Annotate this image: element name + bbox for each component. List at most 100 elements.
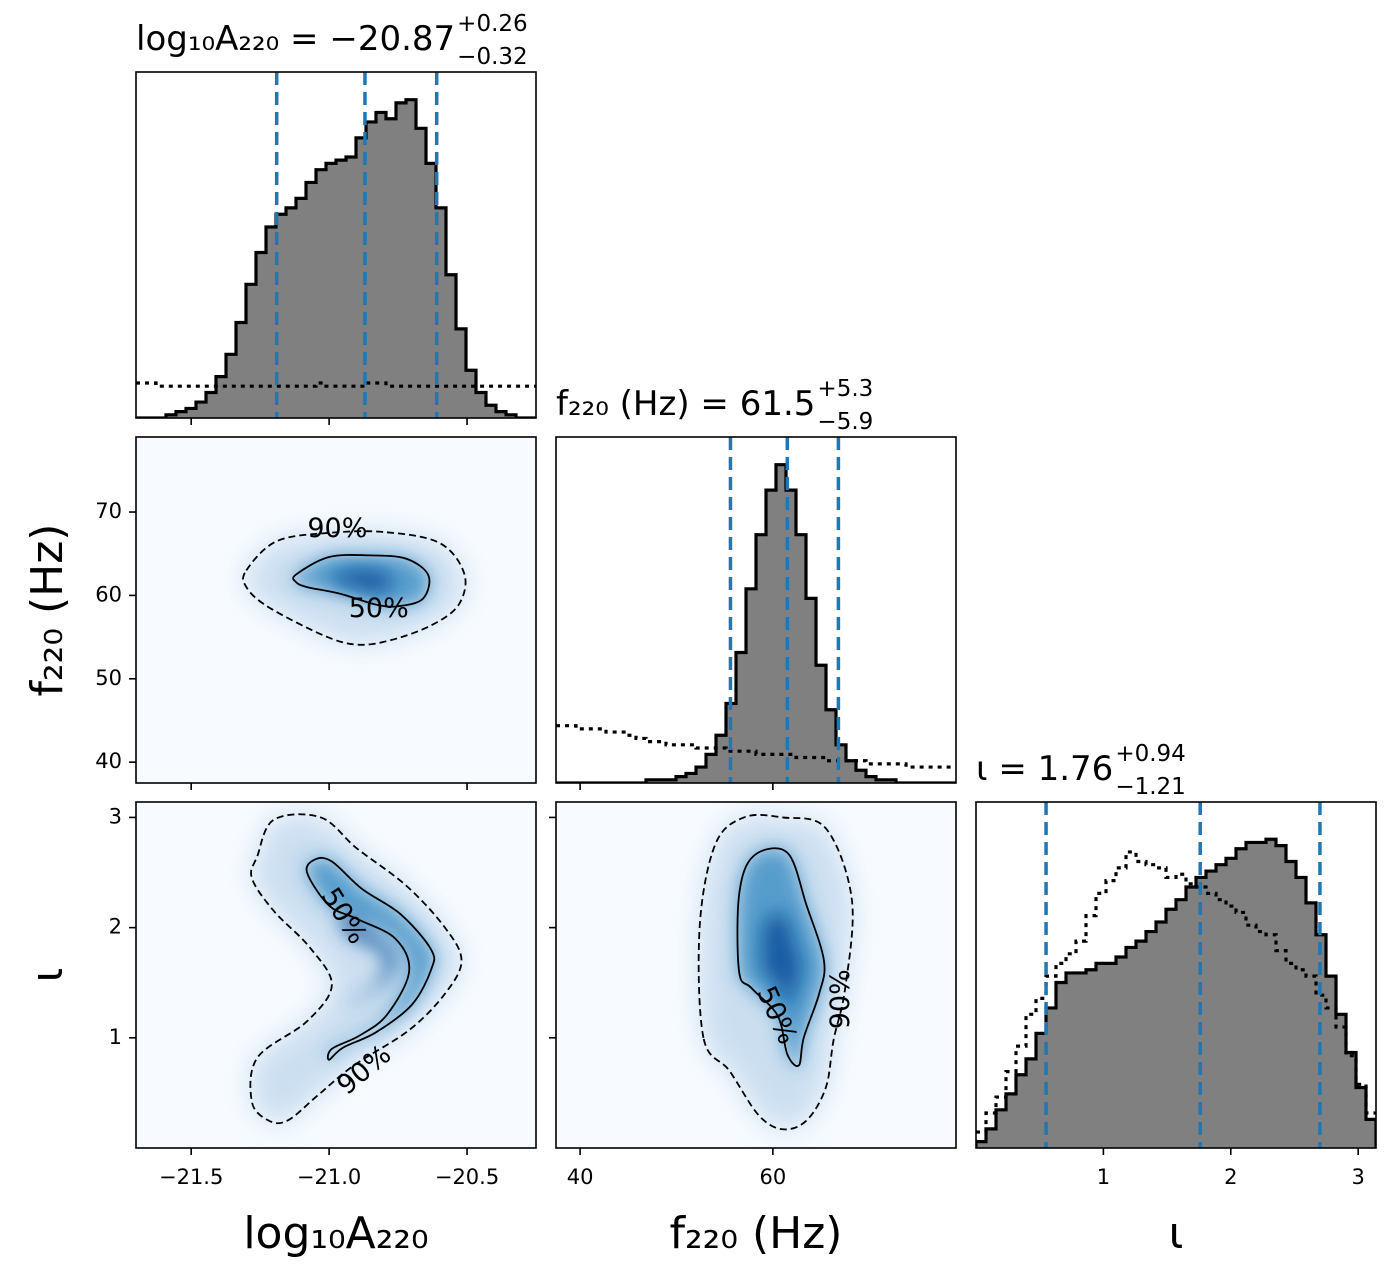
hist-panel-logA: log₁₀A₂₂₀ = −20.87 +0.26 −0.32 <box>135 11 537 425</box>
hist-inner <box>556 463 956 783</box>
y-tick-label: 60 <box>95 582 122 606</box>
hist-bar <box>996 1109 1007 1148</box>
hist-bar <box>1156 921 1167 1148</box>
hist-bar <box>1356 1087 1367 1148</box>
hist-bar <box>756 534 767 783</box>
y-axis-label-f220: f₂₂₀ (Hz) <box>22 524 73 697</box>
hist-bar <box>746 588 757 783</box>
hist-bar <box>1206 871 1217 1148</box>
hist-bar <box>866 776 877 783</box>
posterior-outline <box>136 98 536 418</box>
y-tick-label: 1 <box>109 1025 122 1049</box>
hist-bar <box>1226 858 1237 1148</box>
hist-bar <box>1326 976 1337 1148</box>
hist-bar <box>306 182 317 418</box>
hist-bar <box>366 121 377 418</box>
hist-bar <box>356 137 367 418</box>
hist-bar <box>826 709 837 783</box>
hist-bar <box>466 370 477 418</box>
hist-bar <box>1036 1033 1047 1148</box>
contour-50 <box>736 847 826 1067</box>
hist-bar <box>246 284 257 418</box>
title-lower-error: −0.32 <box>457 44 527 70</box>
hist-bar <box>1106 963 1117 1148</box>
y-tick-label: 2 <box>109 915 122 939</box>
density-panel-logA-f220: 90% 50% <box>129 436 537 790</box>
density-middle <box>306 857 435 1060</box>
panel-title-iota: ι = 1.76 <box>976 749 1113 789</box>
title-main: ι = 1.76 <box>976 749 1113 789</box>
hist-bar <box>386 118 397 418</box>
hist-bar <box>216 376 227 418</box>
hist-bar <box>1336 1014 1347 1148</box>
hist-bar <box>406 99 417 418</box>
contour-label: 50% <box>349 593 409 624</box>
hist-bar <box>276 214 287 418</box>
y-axis-label-iota: ι <box>22 968 73 983</box>
hist-bar <box>706 754 717 783</box>
hist-bar <box>1186 886 1197 1148</box>
hist-bar <box>696 767 707 783</box>
hist-bar <box>436 207 447 418</box>
contour-label: 90% <box>825 969 856 1029</box>
hist-bar <box>396 102 407 418</box>
hist-bar <box>1016 1074 1027 1148</box>
panel-frame <box>975 801 1377 1149</box>
hist-bar <box>266 227 277 418</box>
hist-bar <box>1236 848 1247 1148</box>
hist-bar <box>986 1128 997 1148</box>
x-tick-label: 1 <box>1097 1165 1110 1189</box>
y-tick-label: 40 <box>95 749 122 773</box>
title-lower-error: −1.21 <box>1115 774 1185 800</box>
hist-bar <box>1136 941 1147 1148</box>
hist-bar <box>716 735 727 783</box>
hist-bar <box>736 652 747 783</box>
hist-bar <box>806 598 817 783</box>
x-axis-label-logA: log₁₀A₂₂₀ <box>243 1208 428 1259</box>
density-inner <box>556 802 956 1148</box>
hist-bar <box>1316 934 1327 1148</box>
hist-inner <box>136 98 536 418</box>
hist-inner <box>976 837 1376 1148</box>
contour-90 <box>242 530 467 646</box>
hist-bar <box>676 776 687 783</box>
hist-bar <box>426 163 437 418</box>
density-core <box>330 569 392 593</box>
hist-panel-iota: ι = 1.76 +0.94 −1.21 <box>975 741 1377 1155</box>
hist-bar <box>256 252 267 418</box>
title-upper-error: +5.3 <box>817 376 873 402</box>
hist-bar <box>486 405 497 418</box>
hist-bar <box>186 408 197 418</box>
hist-bar <box>496 411 507 418</box>
y-tick-label: 3 <box>109 804 122 828</box>
x-tick-label: 40 <box>567 1165 594 1189</box>
hist-bar <box>1076 972 1087 1148</box>
title-main: f₂₂₀ (Hz) = 61.5 <box>556 384 815 424</box>
panel-frame <box>135 801 537 1149</box>
hist-bar <box>1056 982 1067 1148</box>
x-axis-label-iota: ι <box>1169 1208 1184 1259</box>
y-tick-label: 50 <box>95 666 122 690</box>
panel-frame <box>555 436 957 784</box>
hist-bar <box>1116 957 1127 1148</box>
hist-bar <box>1146 931 1157 1148</box>
contour-50 <box>305 856 436 1061</box>
hist-bar <box>1096 963 1107 1148</box>
x-tick-label: −20.5 <box>435 1165 499 1189</box>
hist-bar <box>1286 861 1297 1148</box>
hist-bar <box>476 392 487 418</box>
x-tick-label: 60 <box>760 1165 787 1189</box>
hist-bar <box>456 328 467 418</box>
hist-bar <box>1026 1058 1037 1148</box>
hist-bar <box>416 128 427 418</box>
hist-bar <box>296 198 307 418</box>
hist-bar <box>1346 1052 1357 1148</box>
x-axis-label-f220: f₂₂₀ (Hz) <box>670 1208 843 1259</box>
density-inner <box>136 802 536 1148</box>
panel-frame <box>135 71 537 419</box>
hist-bar <box>1126 947 1137 1148</box>
density-panel-logA-iota: 50%90% <box>129 801 537 1155</box>
posterior-outline <box>556 463 956 783</box>
hist-bar <box>1266 839 1277 1148</box>
